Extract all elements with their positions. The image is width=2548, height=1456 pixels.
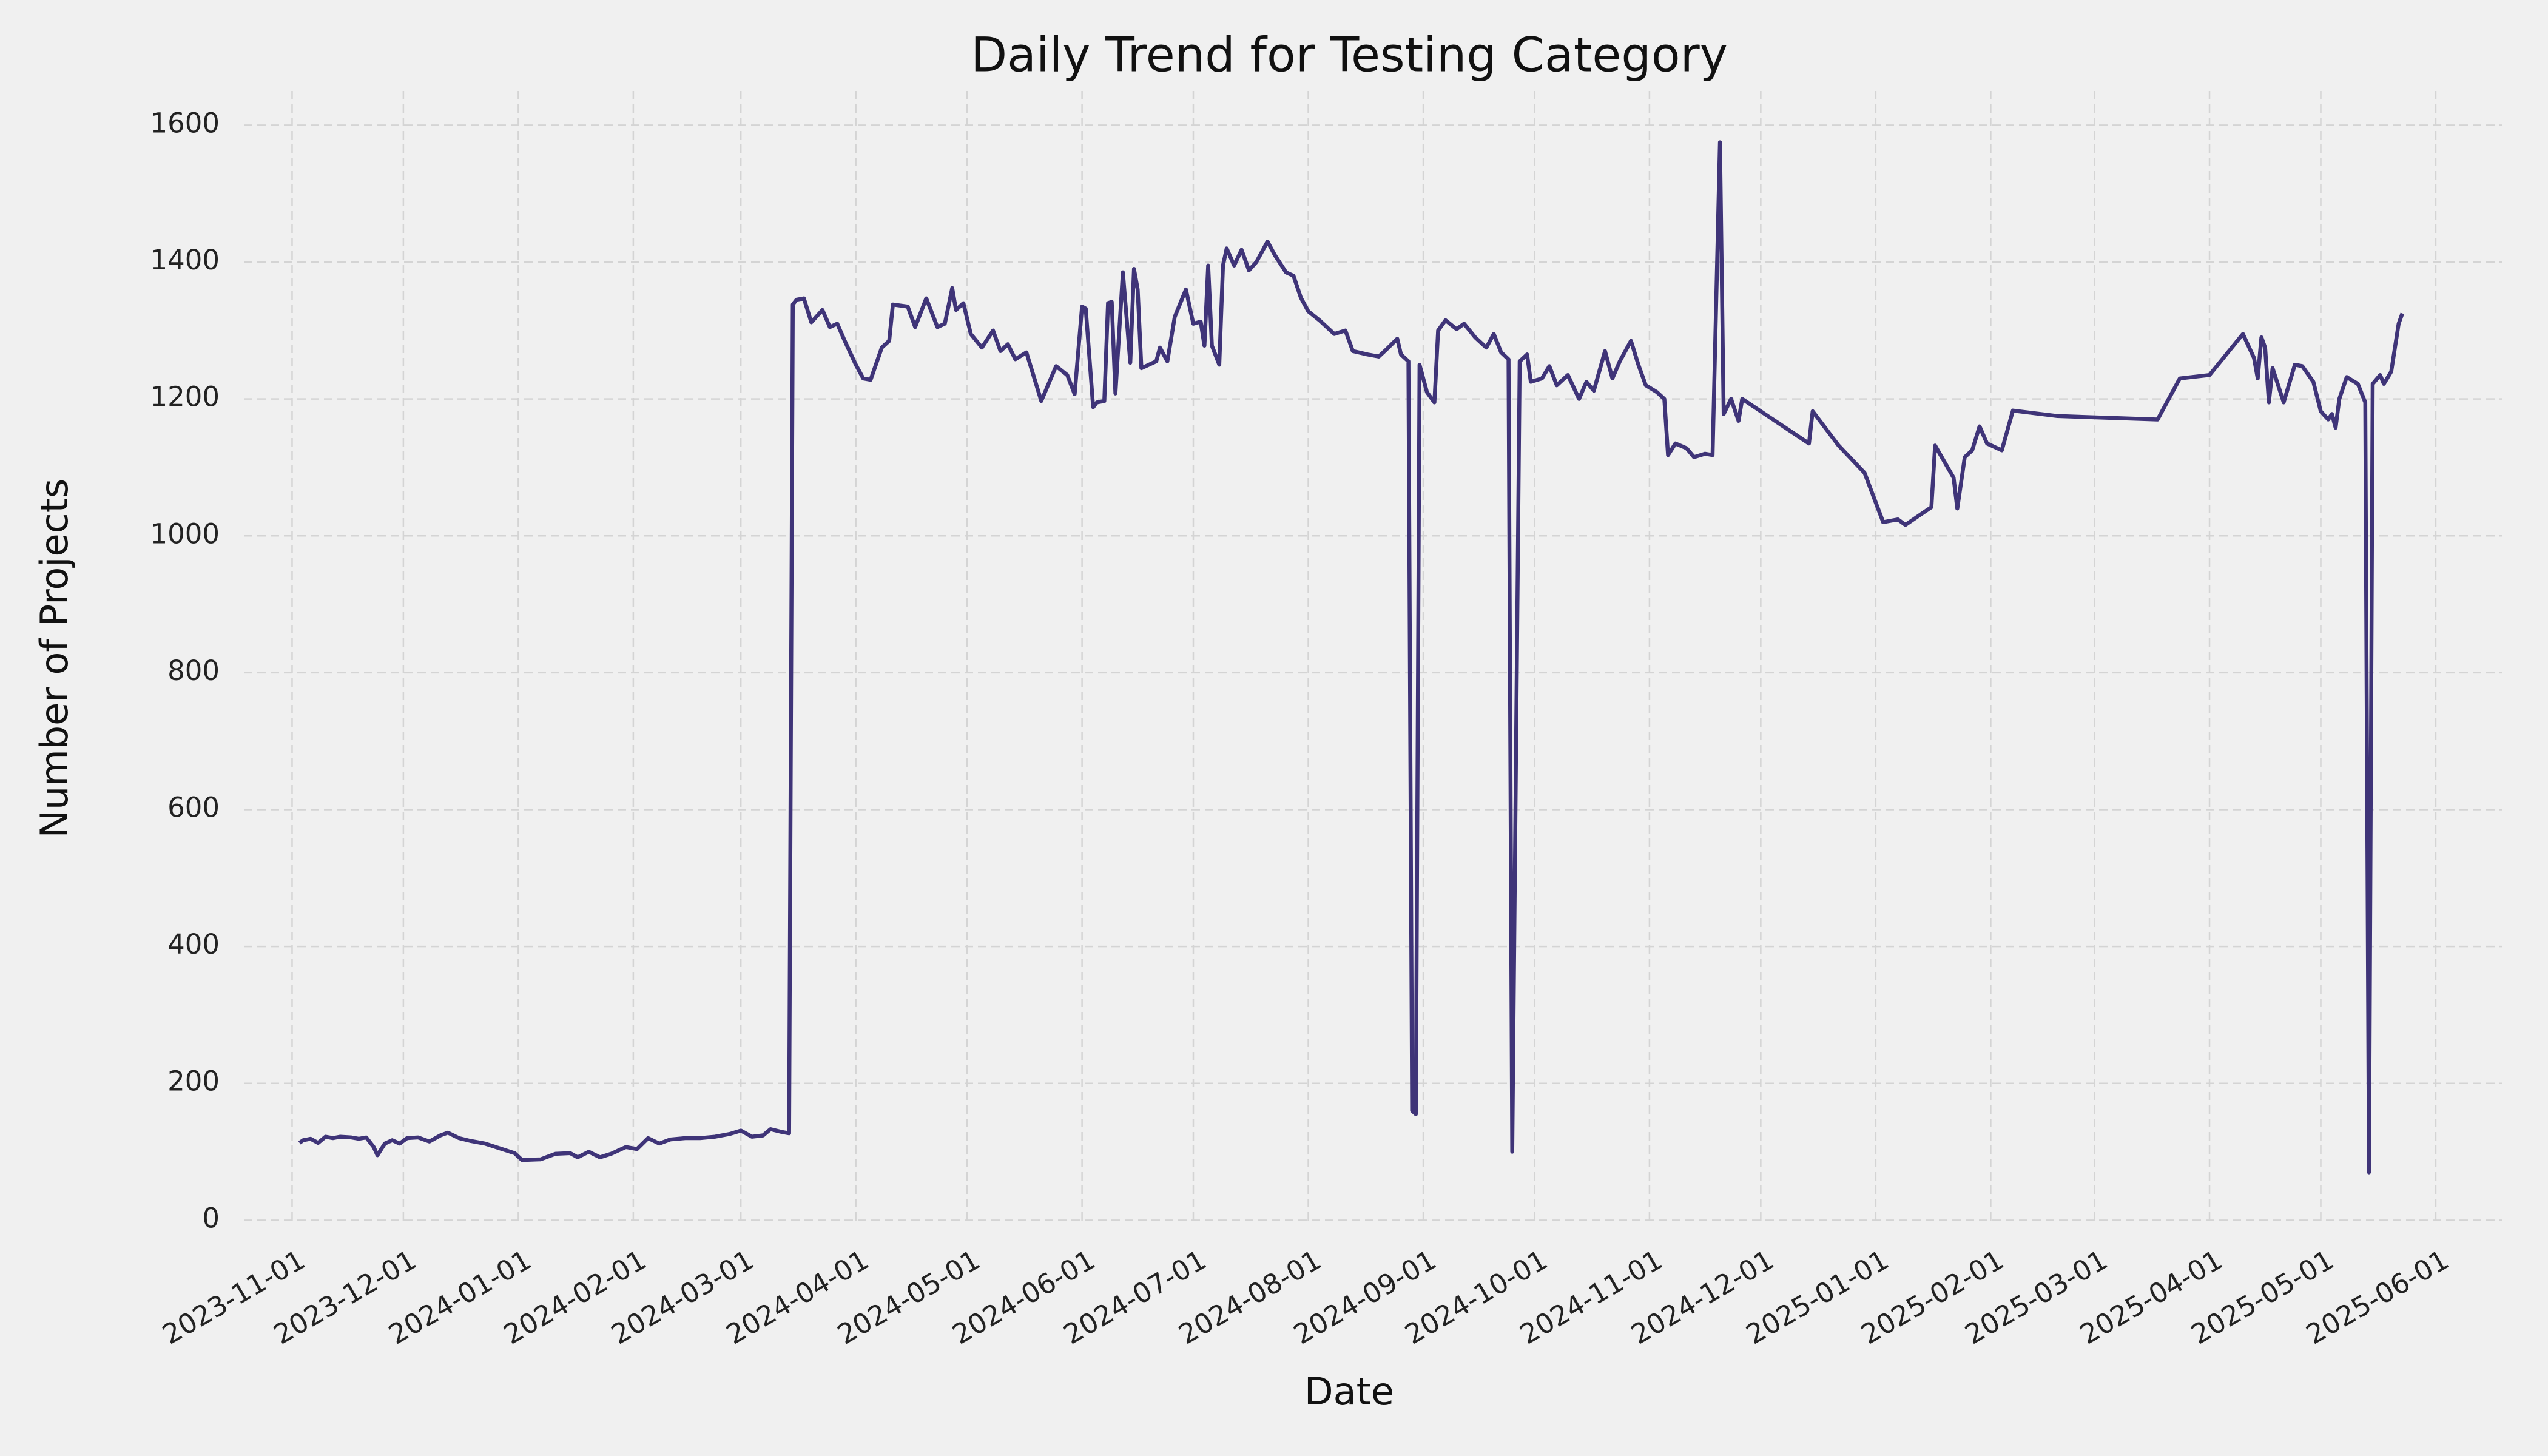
y-tick-label: 800 xyxy=(167,655,220,687)
y-tick-label: 1400 xyxy=(150,244,220,276)
y-tick-label: 400 xyxy=(167,928,220,960)
x-axis-label: Date xyxy=(1304,1369,1394,1414)
y-tick-label: 1000 xyxy=(150,517,220,550)
y-tick-label: 200 xyxy=(167,1065,220,1097)
y-tick-label: 1200 xyxy=(150,381,220,413)
y-tick-label: 1600 xyxy=(150,107,220,139)
data-line xyxy=(298,140,2404,1175)
y-tick-label: 0 xyxy=(202,1202,220,1234)
chart-title: Daily Trend for Testing Category xyxy=(971,28,1728,83)
y-tick-label: 600 xyxy=(167,792,220,824)
y-axis-label: Number of Projects xyxy=(32,479,76,838)
